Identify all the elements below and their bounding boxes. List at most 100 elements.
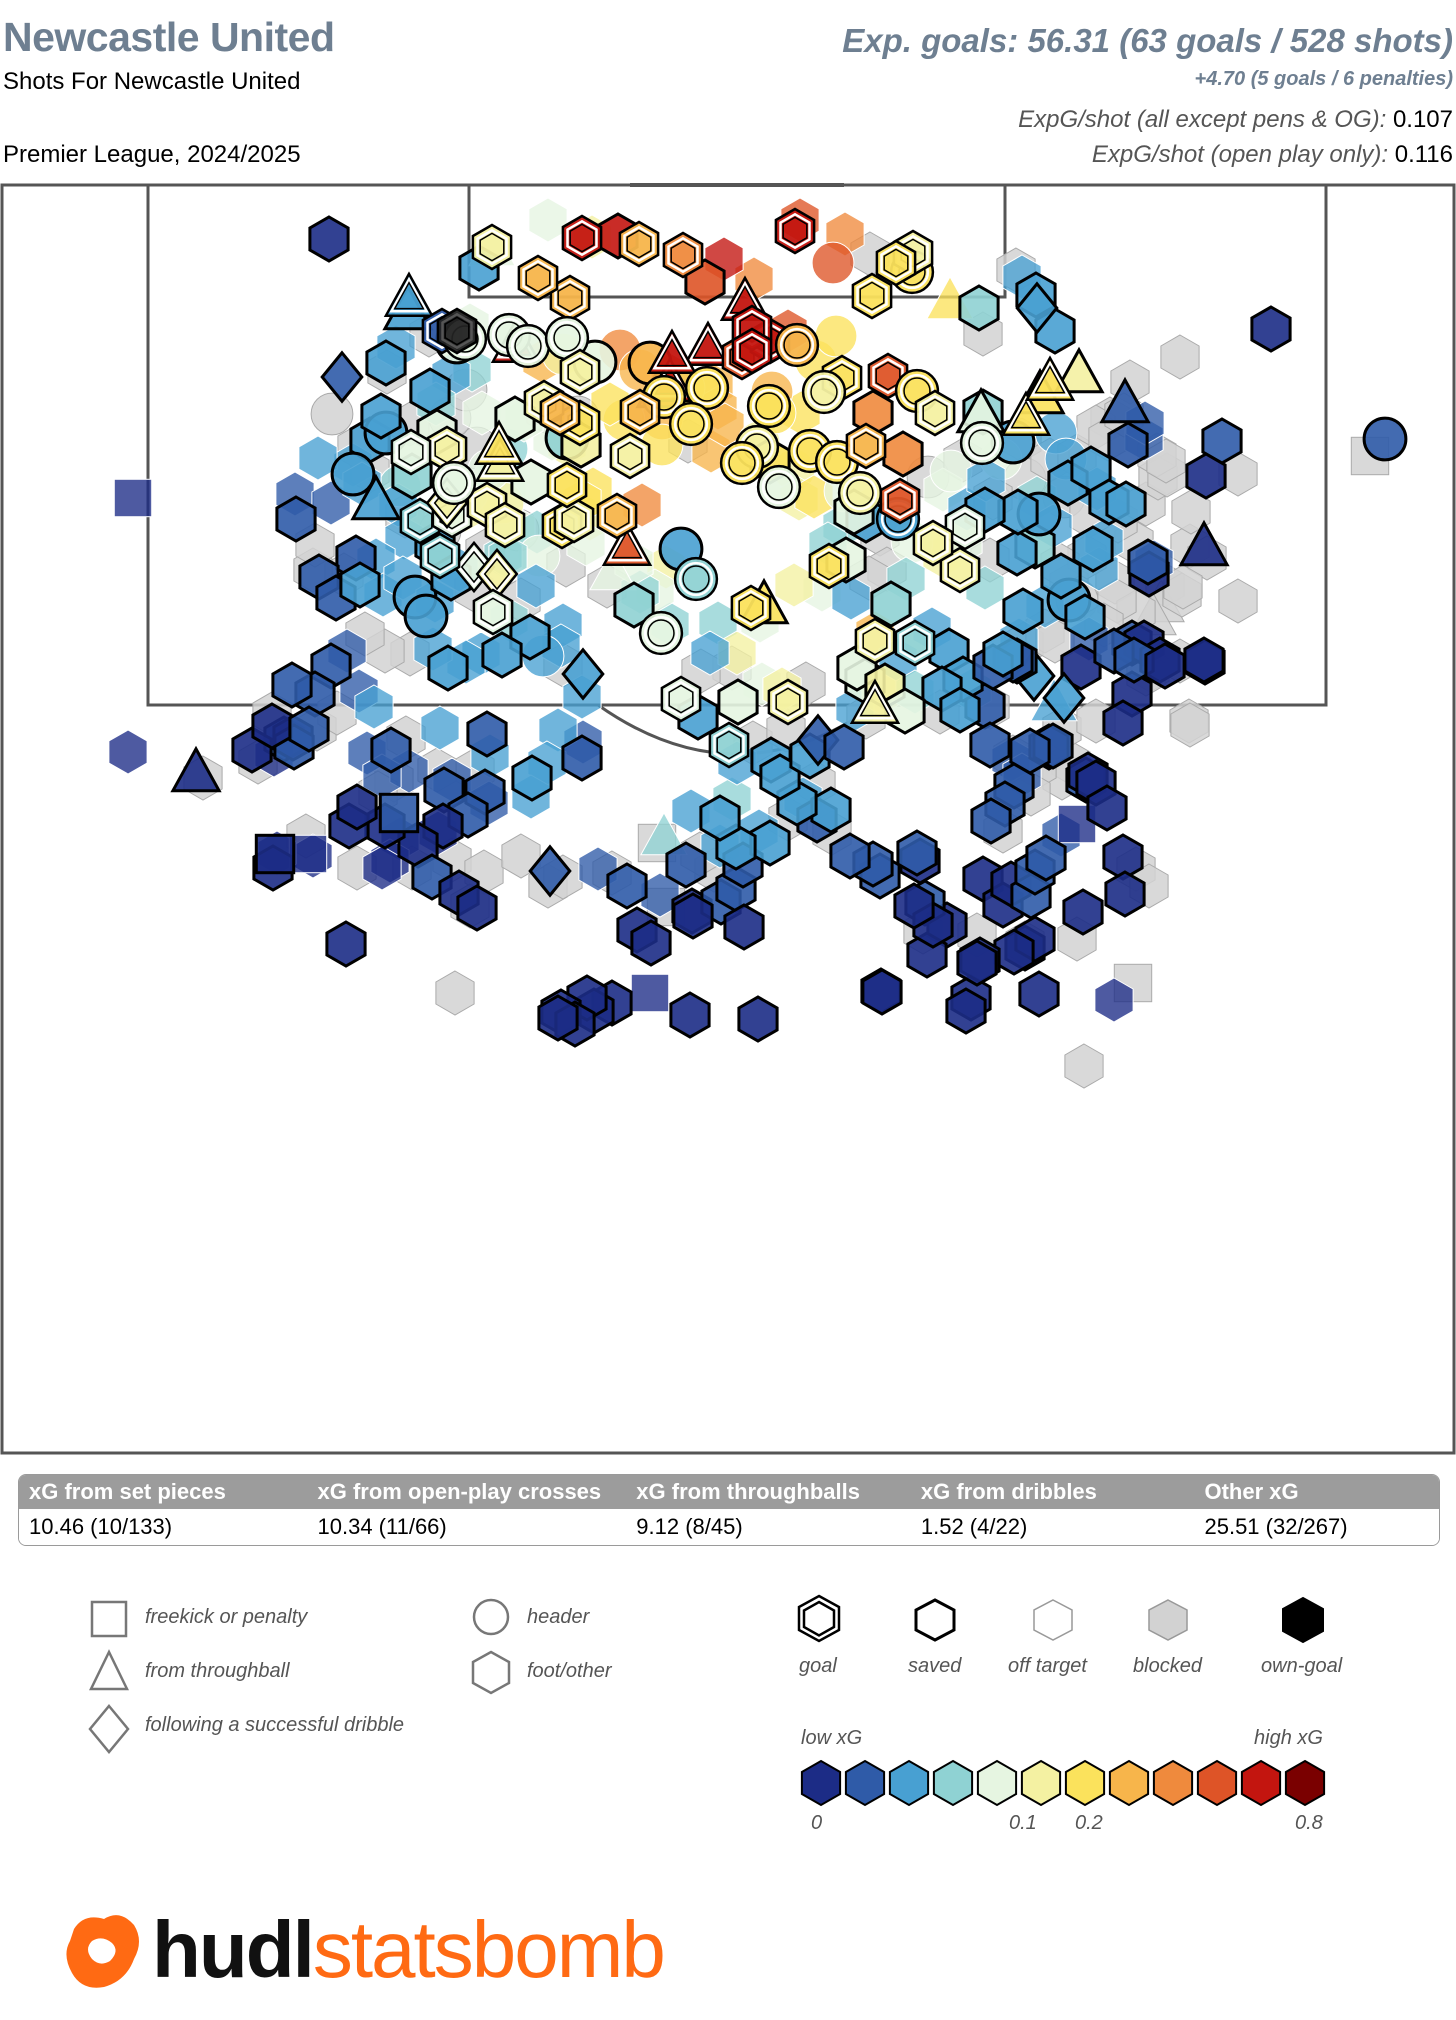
shot-marker: [875, 239, 917, 287]
shot-marker: [275, 495, 317, 543]
cell-set-pieces: 10.46 (10/133): [29, 1514, 173, 1539]
shot-marker: [854, 617, 896, 665]
shot-marker: [288, 705, 330, 753]
shot-marker: [1171, 489, 1211, 535]
xg-per-shot-op-label: ExpG/shot (open play only):: [1091, 141, 1389, 168]
shot-marker: [1025, 834, 1067, 882]
col-header-other: Other xG: [1204, 1479, 1299, 1504]
shot-marker: [370, 726, 412, 774]
shot-marker: [473, 419, 525, 465]
scale-swatch: [1064, 1759, 1106, 1807]
shot-marker: [837, 470, 883, 516]
shot-marker: [823, 723, 865, 771]
diamond-icon: [88, 1704, 130, 1754]
shot-marker: [427, 644, 469, 692]
statsbomb-mark-icon: [66, 1915, 139, 1988]
logo-text: hudlstatsbomb: [152, 1905, 666, 1995]
shot-marker: [668, 401, 714, 447]
shot-marker: [590, 381, 630, 427]
shot-marker: [539, 389, 581, 437]
shot-marker: [662, 231, 704, 279]
shot-marker: [601, 520, 653, 566]
scale-swatch: [1020, 1759, 1062, 1807]
shot-marker: [982, 630, 1024, 678]
shot-marker: [596, 492, 638, 540]
legend-foot: foot/other: [527, 1660, 612, 1682]
xg-per-shot-op-value: 0.116: [1394, 141, 1453, 168]
shot-marker: [914, 389, 956, 437]
shot-marker: [466, 710, 508, 758]
shot-marker: [939, 686, 981, 734]
shot-marker: [699, 794, 741, 842]
scale-tick-label: 0.1: [1009, 1812, 1037, 1834]
shot-marker: [435, 970, 475, 1016]
shot-marker: [810, 786, 852, 834]
xg-penalties: +4.70 (5 goals / 6 penalties): [1194, 68, 1453, 90]
shot-marker: [879, 477, 921, 525]
xg-per-shot-open-play: ExpG/shot (open play only): 0.116: [1092, 141, 1453, 169]
shot-marker: [737, 995, 779, 1043]
shot-marker: [944, 503, 986, 551]
shot-marker: [1072, 525, 1114, 573]
shot-marker: [589, 546, 637, 591]
shot-marker: [553, 496, 595, 544]
shot-marker: [310, 392, 354, 436]
shot-marker: [561, 734, 603, 782]
shot-marker: [1178, 519, 1230, 567]
shot-marker: [308, 215, 350, 263]
legend-own-goal: own-goal: [1261, 1655, 1343, 1677]
shot-marker: [1104, 870, 1146, 918]
shot-map: [0, 183, 1456, 1455]
shot-marker: [472, 588, 514, 636]
legend-saved: saved: [908, 1655, 962, 1677]
shot-marker: [708, 721, 750, 769]
shot-marker: [717, 678, 759, 726]
shot-marker: [254, 833, 296, 875]
shot-marker: [774, 322, 820, 368]
shot-marker: [298, 435, 338, 481]
shot-marker: [861, 968, 903, 1016]
cell-dribbles: 1.52 (4/22): [920, 1514, 1028, 1539]
shot-marker: [1185, 452, 1227, 500]
shot-marker: [1250, 305, 1292, 353]
shot-marker: [559, 348, 601, 396]
shot-marker: [970, 797, 1012, 845]
scale-swatch: [932, 1759, 974, 1807]
shot-marker: [690, 630, 730, 676]
shot-marker: [320, 350, 364, 404]
shot-marker: [682, 320, 734, 366]
shot-marker: [471, 223, 513, 271]
shot-marker: [1170, 702, 1210, 748]
shot-marker: [1094, 977, 1134, 1023]
shot-marker: [528, 197, 568, 243]
shots-layer: [108, 197, 1408, 1089]
hexagon-icon: [471, 1650, 511, 1695]
triangle-icon: [89, 1649, 129, 1691]
square-icon: [90, 1600, 128, 1638]
legend-throughball: from throughball: [145, 1660, 290, 1682]
xg-summary-header: xG from set pieces xG from open-play cro…: [19, 1475, 1439, 1509]
shot-marker: [1002, 587, 1044, 635]
shot-marker: [484, 501, 526, 549]
shot-marker: [251, 702, 293, 750]
shot-marker: [959, 420, 1005, 466]
shot-marker: [325, 920, 367, 968]
shot-marker: [912, 519, 954, 567]
legend-off-target: off target: [1008, 1655, 1087, 1677]
shot-marker: [378, 792, 420, 834]
col-header-throughballs: xG from throughballs: [636, 1479, 860, 1504]
shot-marker: [1064, 1043, 1104, 1089]
shot-marker: [829, 832, 871, 880]
logo-hudl-text: hudl: [152, 1905, 315, 1994]
goal-mouth: [630, 183, 844, 187]
shot-marker: [1218, 578, 1258, 624]
legend-dribble: following a successful dribble: [145, 1714, 405, 1736]
shot-marker: [609, 432, 651, 480]
shot-marker: [561, 647, 605, 701]
shot-marker: [1144, 642, 1186, 690]
scale-low-label: low xG: [801, 1727, 863, 1749]
shot-marker: [730, 584, 772, 632]
shot-marker: [481, 631, 523, 679]
shot-marker: [845, 422, 887, 470]
scale-swatch: [888, 1759, 930, 1807]
